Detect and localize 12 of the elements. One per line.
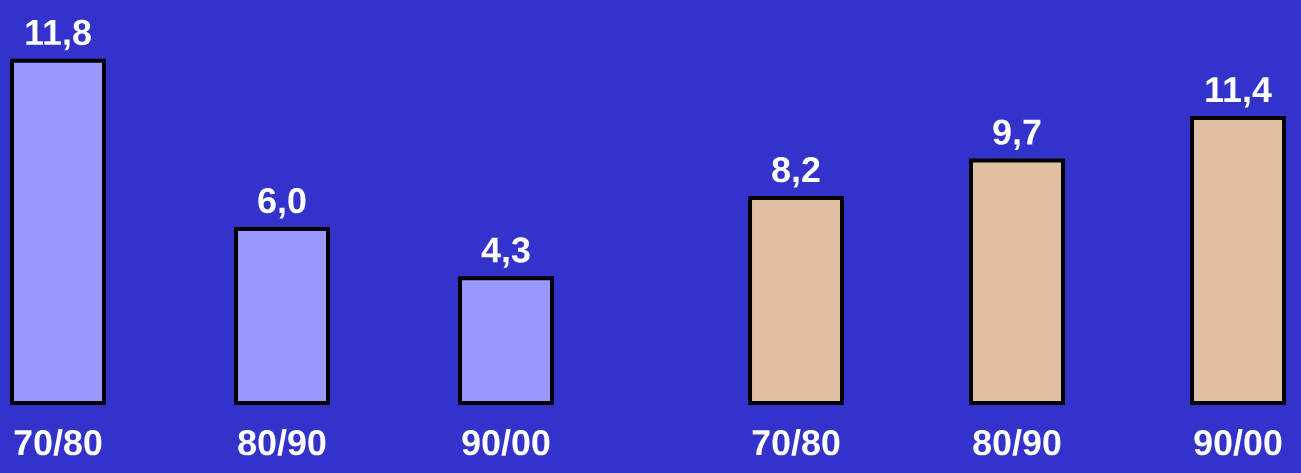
data-label: 6,0: [258, 187, 306, 219]
data-label: 11,8: [26, 19, 91, 51]
x-tick-label: 90/00: [1194, 429, 1282, 456]
x-tick-label: 80/90: [973, 429, 1061, 456]
x-tick-label: 70/80: [14, 429, 102, 456]
data-label: 8,2: [772, 156, 820, 188]
x-tick-label: 90/00: [462, 429, 550, 456]
x-tick-label: 70/80: [752, 429, 840, 456]
data-label: 4,3: [481, 237, 530, 268]
data-label: 11,4: [1206, 77, 1272, 108]
x-tick-label: 80/90: [238, 429, 326, 456]
data-label: 9,7: [993, 119, 1041, 151]
